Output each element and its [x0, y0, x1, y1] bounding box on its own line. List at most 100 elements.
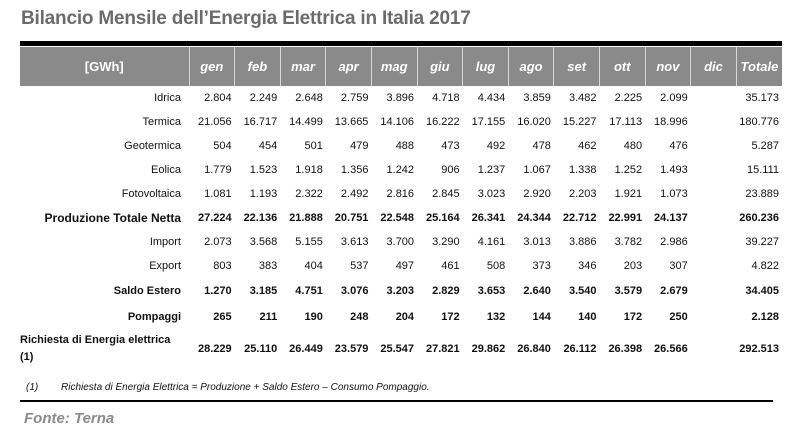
value-cell: 1.073 — [660, 188, 688, 200]
value-cell: 204 — [395, 311, 415, 323]
value-cell: 504 — [213, 140, 232, 152]
value-cell: 132 — [486, 311, 506, 323]
table-row: Export 803 383 404 537 497 461 508 373 346 203 307 4… — [20, 254, 782, 278]
value-cell: 2.920 — [523, 188, 551, 200]
value-cell: 15.227 — [562, 116, 597, 128]
table-row: Pompaggi 265 211 190 248 204 172 132 144 140 172 25… — [20, 304, 782, 330]
total-cell: 5.287 — [751, 140, 779, 152]
value-cell: 22.548 — [380, 212, 415, 224]
value-cell: 2.679 — [660, 285, 688, 297]
total-cell: 15.111 — [746, 164, 779, 176]
value-cell: 13.665 — [334, 116, 369, 128]
value-cell: 1.356 — [340, 164, 369, 176]
value-cell: 14.106 — [380, 116, 415, 128]
value-cell: 3.482 — [568, 92, 597, 104]
value-cell: 265 — [213, 311, 232, 323]
value-cell: 454 — [258, 140, 278, 152]
value-cell: 26.449 — [289, 343, 323, 355]
column-header: mag — [370, 47, 418, 86]
value-cell: 3.896 — [386, 92, 415, 104]
value-cell: 2.203 — [568, 188, 597, 200]
value-cell: 144 — [532, 311, 551, 323]
value-cell: 2.249 — [249, 92, 278, 104]
value-cell: 25.547 — [380, 343, 415, 355]
value-cell: 2.640 — [523, 285, 551, 297]
value-cell — [691, 278, 737, 304]
value-cell: 140 — [578, 311, 597, 323]
value-cell: 3.886 — [568, 236, 597, 248]
value-cell: 5.155 — [295, 236, 323, 248]
value-cell: 25.110 — [244, 343, 278, 355]
value-cell: 4.434 — [477, 92, 506, 104]
value-cell: 473 — [441, 140, 460, 152]
row-label: Fotovoltaica — [121, 188, 181, 200]
table-row: Saldo Estero 1.270 3.185 4.751 3.076 3.203 2.8… — [20, 278, 782, 304]
value-cell: 1.338 — [568, 164, 597, 176]
value-cell: 172 — [623, 311, 643, 323]
total-cell: 34.405 — [745, 285, 779, 297]
value-cell: 479 — [350, 140, 369, 152]
value-cell: 3.203 — [386, 285, 415, 297]
energy-balance-table: [GWh] gen feb mar apr mag giu lug ago set ott nov di… — [20, 47, 782, 368]
value-cell: 508 — [486, 260, 506, 272]
value-cell: 24.137 — [654, 212, 688, 224]
row-label: Pompaggi — [127, 311, 181, 323]
row-label: Saldo Estero — [113, 285, 181, 297]
value-cell: 906 — [441, 164, 460, 176]
table-row: Geotermica 504 454 501 479 488 473 492 478 462 480… — [20, 134, 782, 158]
table-row: Import 2.073 3.568 5.155 3.613 3.700 3.290 4.16… — [20, 230, 782, 254]
value-cell: 492 — [486, 140, 506, 152]
total-cell: 4.822 — [751, 260, 779, 272]
column-header: dic — [690, 47, 737, 86]
value-cell: 3.568 — [249, 236, 278, 248]
value-cell: 250 — [669, 311, 688, 323]
total-cell: 23.889 — [745, 188, 779, 200]
value-cell: 203 — [623, 260, 643, 272]
bottom-divider — [20, 400, 773, 402]
total-cell: 260.236 — [739, 212, 779, 224]
column-header: gen — [188, 47, 235, 86]
value-cell: 2.492 — [340, 188, 369, 200]
value-cell: 21.056 — [197, 116, 232, 128]
value-cell: 488 — [395, 140, 415, 152]
value-cell: 4.161 — [477, 236, 506, 248]
value-cell: 1.193 — [249, 188, 278, 200]
value-cell: 17.155 — [471, 116, 506, 128]
table-row: Idrica 2.804 2.249 2.648 2.759 3.896 4.718 4.43… — [20, 86, 782, 110]
value-cell: 27.224 — [197, 212, 232, 224]
value-cell — [691, 230, 737, 254]
footnote-marker: (1) — [26, 382, 39, 393]
value-cell: 480 — [623, 140, 643, 152]
row-label: Eolica — [151, 164, 181, 176]
table-row: Fotovoltaica 1.081 1.193 2.322 2.492 2.816 2.8… — [20, 182, 782, 206]
source-label: Fonte: Terna — [24, 410, 115, 427]
table-row: Produzione Totale Netta 27.224 22.136 21.88… — [20, 206, 782, 230]
value-cell — [691, 182, 737, 206]
unit-header: [GWh] — [20, 47, 189, 86]
row-label: Import — [149, 236, 181, 248]
value-cell: 1.067 — [523, 164, 551, 176]
value-cell: 27.821 — [426, 343, 460, 355]
column-header: giu — [416, 47, 463, 86]
value-cell: 16.717 — [243, 116, 278, 128]
value-cell: 1.921 — [614, 188, 643, 200]
value-cell: 3.700 — [386, 236, 415, 248]
value-cell: 16.222 — [426, 116, 460, 128]
value-cell: 4.718 — [432, 92, 460, 104]
value-cell: 3.613 — [340, 236, 369, 248]
column-header: lug — [462, 47, 509, 86]
column-header: feb — [234, 47, 281, 86]
value-cell — [691, 206, 737, 230]
value-cell: 1.918 — [295, 164, 323, 176]
value-cell: 17.113 — [609, 116, 643, 128]
column-header: apr — [325, 47, 372, 86]
value-cell: 26.341 — [471, 212, 506, 224]
value-cell: 16.020 — [517, 116, 551, 128]
value-cell: 1.270 — [204, 285, 232, 297]
value-cell: 2.648 — [295, 92, 323, 104]
value-cell: 383 — [258, 260, 278, 272]
value-cell — [691, 304, 737, 330]
footnote-text: Richiesta di Energia Elettrica = Produzi… — [61, 382, 430, 393]
value-cell — [691, 254, 737, 278]
total-cell: 2.128 — [751, 311, 779, 323]
